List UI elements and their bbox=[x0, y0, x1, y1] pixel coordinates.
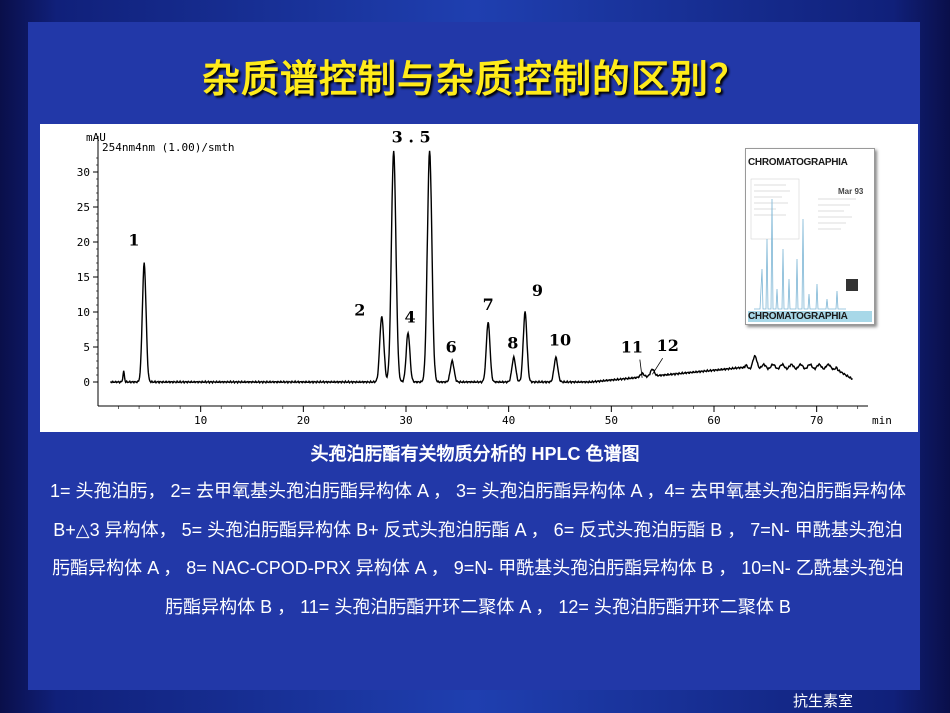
x-tick-label: 50 bbox=[605, 414, 618, 427]
y-axis-label: mAU bbox=[86, 131, 106, 144]
y-tick-label: 5 bbox=[83, 341, 90, 354]
x-tick-label: 20 bbox=[297, 414, 310, 427]
peak-label: 7 bbox=[483, 295, 494, 314]
y-tick-label: 15 bbox=[77, 271, 90, 284]
x-tick-label: 30 bbox=[399, 414, 412, 427]
journal-cover-image: CHROMATOGRAPHIA Mar 93 CHROMATOGRAPHIA bbox=[745, 148, 875, 325]
trace-label: 254nm4nm (1.00)/smth bbox=[102, 141, 234, 154]
x-tick-label: 10 bbox=[194, 414, 207, 427]
watermark-text: 抗生素室 bbox=[793, 692, 854, 710]
peak-12-pointer bbox=[652, 357, 664, 375]
y-tick-label: 30 bbox=[77, 166, 90, 179]
peak-label: 1 bbox=[128, 231, 139, 250]
peak-label: 2 bbox=[354, 301, 365, 320]
x-tick-label: 60 bbox=[707, 414, 720, 427]
x-tick-label: 40 bbox=[502, 414, 515, 427]
peak-label: 4 bbox=[405, 308, 416, 327]
peak-11-pointer bbox=[639, 359, 643, 378]
chromatogram-trace bbox=[110, 150, 853, 385]
peak-label: 10 bbox=[549, 331, 571, 350]
peak-label: 6 bbox=[446, 338, 457, 357]
peak-label: 12 bbox=[657, 336, 679, 355]
peak-label: 11 bbox=[621, 338, 643, 357]
x-axis-label: min bbox=[872, 414, 892, 427]
y-tick-label: 10 bbox=[77, 306, 90, 319]
peak-label: 3 . 5 bbox=[392, 128, 431, 147]
journal-cover-title: CHROMATOGRAPHIA bbox=[748, 157, 848, 168]
chart-caption: 头孢泊肟酯有关物质分析的 HPLC 色谱图 bbox=[310, 444, 640, 464]
y-tick-label: 0 bbox=[83, 376, 90, 389]
slide-title: 杂质谱控制与杂质控制的区别？ bbox=[201, 57, 748, 101]
peak-legend: 1= 头孢泊肟， 2= 去甲氧基头孢泊肟酯异构体 A ， 3= 头孢泊肟酯异构体… bbox=[49, 481, 907, 617]
journal-cover-graphic bbox=[750, 178, 858, 310]
journal-cover-footer: CHROMATOGRAPHIA bbox=[748, 311, 872, 322]
x-tick-label: 70 bbox=[810, 414, 823, 427]
y-tick-label: 20 bbox=[77, 236, 90, 249]
y-tick-label: 25 bbox=[77, 201, 90, 214]
peak-label: 8 bbox=[507, 333, 518, 352]
journal-cover-date: Mar 93 bbox=[838, 187, 864, 196]
peak-label: 9 bbox=[532, 281, 543, 300]
